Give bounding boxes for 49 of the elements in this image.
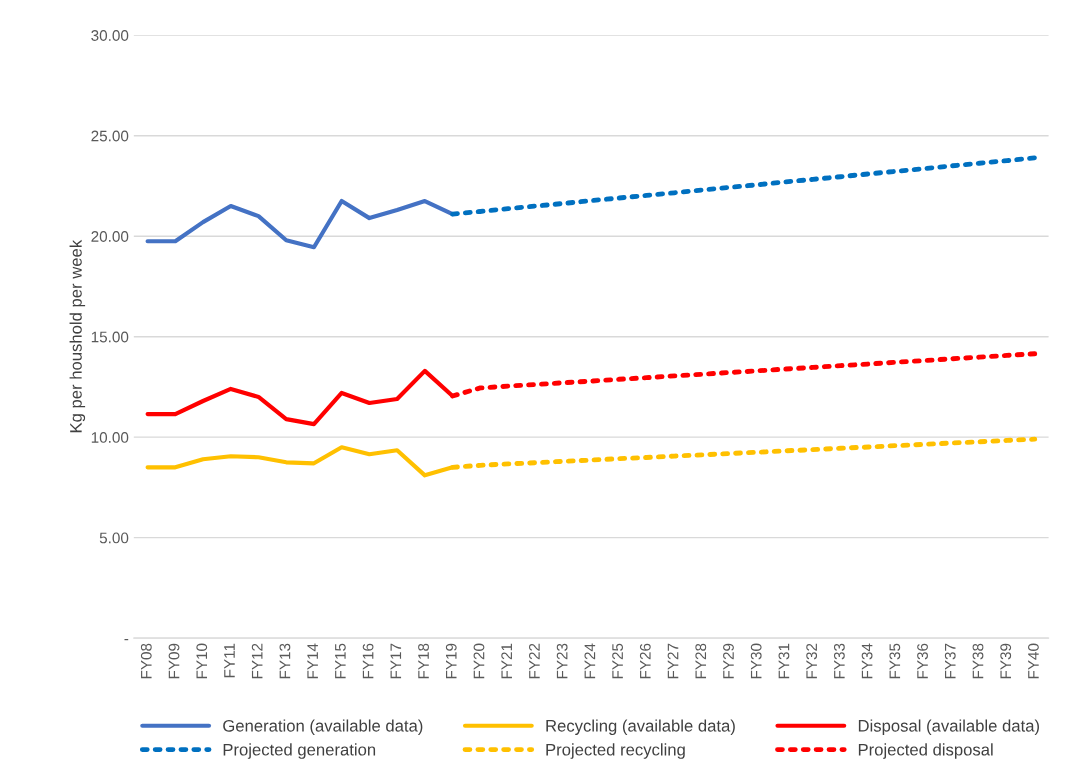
x-tick-label: FY32: [806, 643, 818, 679]
x-tick-label: FY13: [279, 643, 291, 679]
x-tick-label: FY28: [695, 643, 707, 679]
x-tick-label: FY14: [307, 643, 318, 679]
legend-label: Recycling (available data): [546, 719, 735, 735]
x-tick-label: FY27: [667, 643, 679, 679]
legend-label: Disposal (available data): [858, 719, 1039, 735]
line-series: [450, 155, 1038, 217]
legend-label: Projected recycling: [546, 743, 685, 759]
y-axis-title: Kg per houshold per week: [69, 239, 86, 433]
x-tick-label: FY11: [224, 643, 235, 678]
x-tick-label: FY40: [1028, 643, 1039, 679]
x-tick-label: FY30: [750, 643, 762, 679]
x-tick-label: FY18: [418, 643, 429, 679]
x-tick-label: FY37: [944, 643, 956, 679]
y-tick-label: 25.00: [91, 130, 129, 142]
x-tick-label: FY31: [778, 643, 790, 679]
x-tick-label: FY21: [501, 643, 512, 679]
y-tick-label: 15.00: [91, 331, 129, 343]
x-tick-label: FY34: [861, 643, 873, 679]
x-tick-label: FY26: [639, 643, 651, 679]
x-tick-label: FY24: [584, 643, 596, 679]
x-tick-label: FY39: [1000, 643, 1012, 679]
legend-label: Generation (available data): [223, 719, 423, 735]
x-tick-label: FY20: [473, 643, 485, 679]
x-tick-label: FY23: [556, 643, 568, 679]
x-tick-label: FY25: [612, 643, 623, 679]
x-tick-label: FY16: [362, 643, 374, 679]
x-tick-label: FY38: [972, 643, 984, 679]
x-tick-label: FY19: [445, 643, 457, 679]
x-tick-label: FY17: [390, 643, 402, 679]
y-tick-label: -: [124, 639, 129, 641]
x-tick-label: FY12: [251, 643, 263, 679]
x-tick-label: FY08: [140, 643, 152, 679]
legend-label: Projected disposal: [858, 743, 993, 759]
x-tick-label: FY35: [889, 643, 901, 679]
y-tick-label: 10.00: [91, 432, 129, 443]
x-tick-label: FY29: [723, 643, 734, 679]
x-tick-label: FY36: [917, 643, 928, 679]
y-tick-label: 20.00: [91, 231, 129, 242]
legend-label: Projected generation: [223, 743, 376, 759]
x-tick-label: FY10: [196, 643, 208, 679]
x-tick-label: FY15: [335, 643, 346, 679]
y-tick-label: 30.00: [91, 30, 129, 41]
x-tick-label: FY22: [529, 643, 540, 679]
x-tick-label: FY33: [833, 643, 845, 679]
y-tick-label: 5.00: [99, 532, 129, 544]
line-series: [145, 198, 455, 250]
x-tick-label: FY09: [168, 643, 180, 679]
